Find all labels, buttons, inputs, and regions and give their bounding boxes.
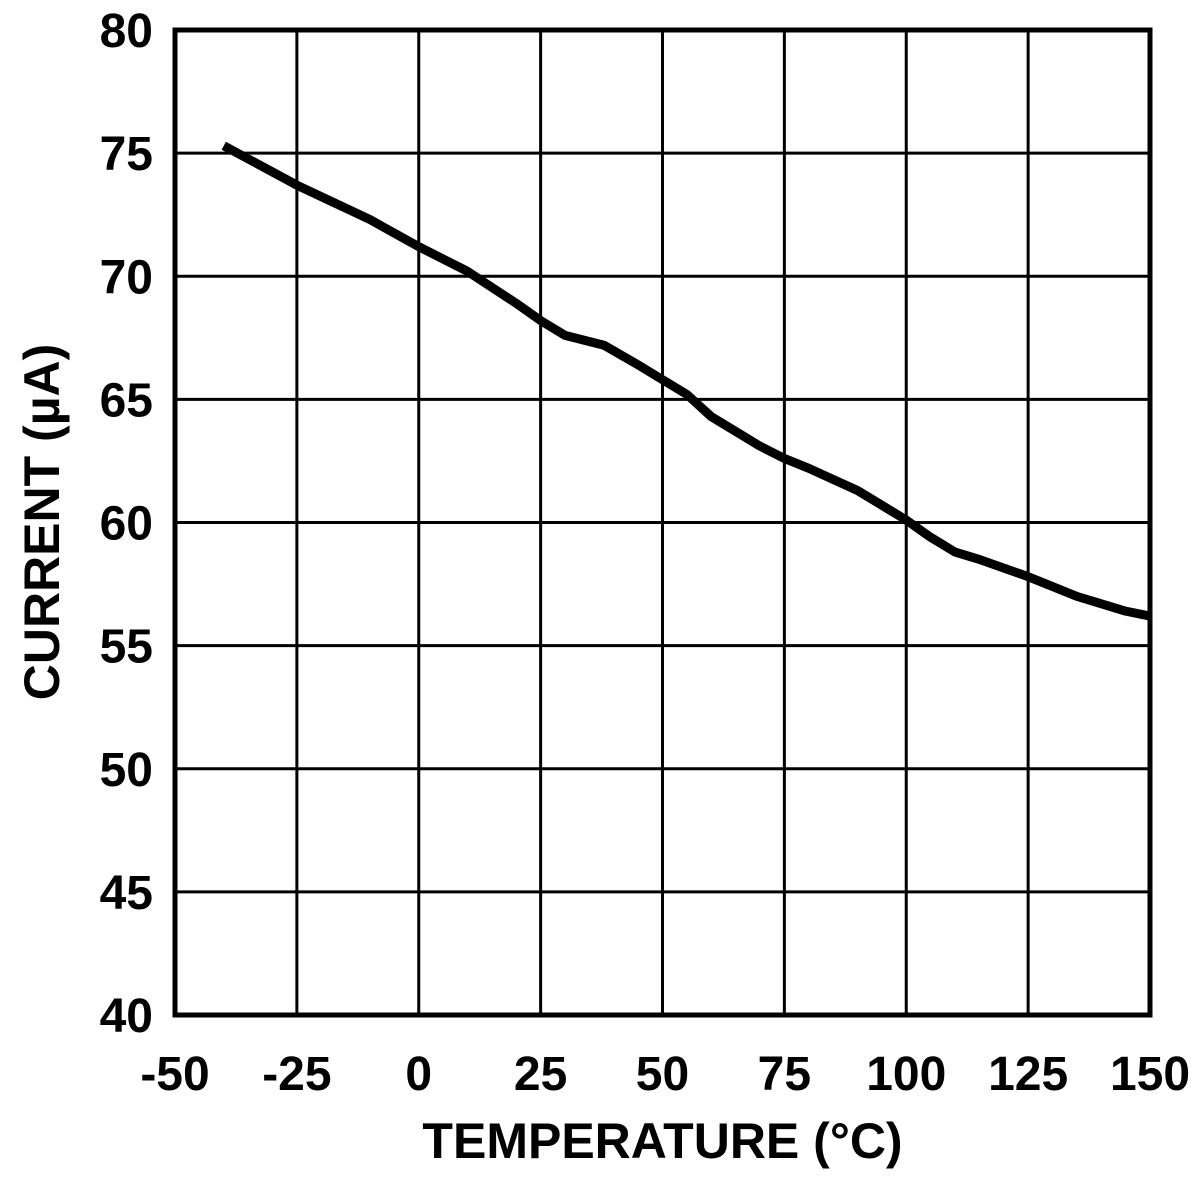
y-tick-label: 40: [100, 990, 153, 1043]
x-tick-label: 125: [988, 1048, 1068, 1101]
y-tick-label: 55: [100, 621, 153, 674]
y-tick-label: 45: [100, 867, 153, 920]
x-tick-label: 75: [758, 1048, 811, 1101]
series-line-supply-current: [221, 141, 1151, 621]
y-tick-label: 80: [100, 5, 153, 58]
x-tick-label: -25: [262, 1048, 331, 1101]
x-tick-label: 25: [514, 1048, 567, 1101]
x-tick-label: 50: [636, 1048, 689, 1101]
x-tick-label: -50: [140, 1048, 209, 1101]
y-tick-label: 50: [100, 744, 153, 797]
x-axis-title: TEMPERATURE (°C): [422, 1113, 903, 1169]
x-tick-label: 100: [866, 1048, 946, 1101]
y-axis-title: CURRENT (µA): [14, 343, 70, 701]
x-tick-label: 0: [405, 1048, 432, 1101]
y-tick-label: 75: [100, 128, 153, 181]
y-tick-label: 60: [100, 498, 153, 551]
y-tick-label: 65: [100, 374, 153, 427]
plot-border: [172, 27, 1153, 1018]
x-tick-label: 150: [1110, 1048, 1190, 1101]
y-tick-label: 70: [100, 251, 153, 304]
